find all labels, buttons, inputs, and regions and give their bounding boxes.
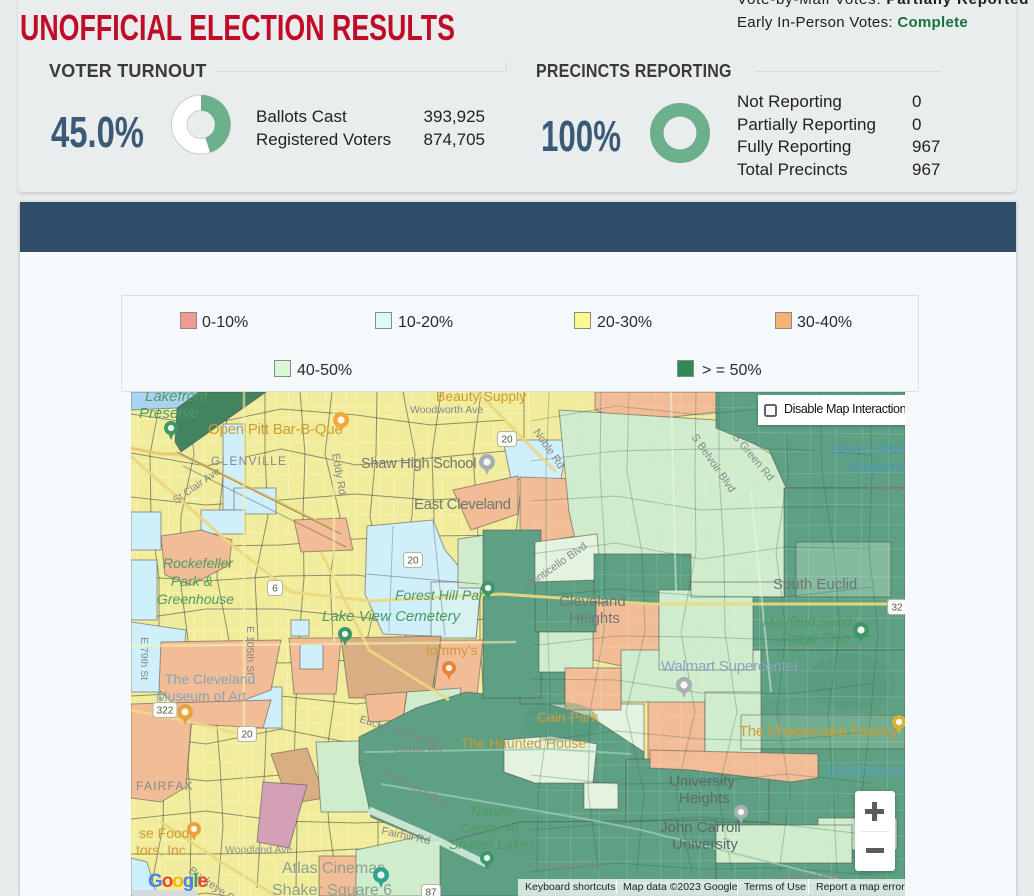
svg-text:20: 20 xyxy=(241,730,253,741)
svg-text:East Cleveland: East Cleveland xyxy=(414,496,511,513)
svg-text:87: 87 xyxy=(425,888,437,896)
svg-text:Lake View Cemetery: Lake View Cemetery xyxy=(322,608,462,625)
svg-text:Park &: Park & xyxy=(171,573,213,589)
svg-text:Wilson M: Wilson M xyxy=(849,459,905,476)
svg-text:tors, Inc: tors, Inc xyxy=(136,842,186,858)
svg-text:20: 20 xyxy=(407,556,419,567)
svg-text:E 79th St: E 79th St xyxy=(138,637,150,680)
svg-text:John Carroll: John Carroll xyxy=(660,819,741,836)
svg-text:Shaw High School: Shaw High School xyxy=(361,456,476,472)
svg-text:Fairmount Blvd: Fairmount Blvd xyxy=(530,860,601,872)
svg-text:32: 32 xyxy=(891,603,903,614)
svg-text:Mayfield Sand: Mayfield Sand xyxy=(763,613,853,629)
svg-text:Rockefeller: Rockefeller xyxy=(163,555,234,571)
svg-text:University: University xyxy=(672,836,738,853)
svg-text:6: 6 xyxy=(272,584,278,595)
svg-text:Cain Park: Cain Park xyxy=(537,709,599,725)
svg-text:Preserve: Preserve xyxy=(139,405,199,422)
svg-text:Heights: Heights xyxy=(569,610,620,627)
svg-text:Heights: Heights xyxy=(679,790,730,807)
svg-text:Cleveland: Cleveland xyxy=(559,593,626,610)
svg-text:Cedar Rd: Cedar Rd xyxy=(395,744,442,756)
svg-text:322: 322 xyxy=(157,706,174,717)
svg-text:Woodworth Ave: Woodworth Ave xyxy=(410,404,483,416)
svg-text:Dave's Mark: Dave's Mark xyxy=(831,441,905,458)
svg-text:FAIRFAX: FAIRFAX xyxy=(136,779,194,793)
svg-text:University: University xyxy=(669,773,735,790)
svg-text:GLENVILLE: GLENVILLE xyxy=(211,454,287,468)
svg-text:Center At: Center At xyxy=(460,820,520,836)
svg-text:Walmart Supercenter: Walmart Supercenter xyxy=(661,658,799,675)
svg-text:Beauty Supply: Beauty Supply xyxy=(436,392,526,404)
svg-text:Atlas Cinemas: Atlas Cinemas xyxy=(282,860,385,877)
svg-text:Museum of Art: Museum of Art xyxy=(156,688,246,704)
svg-text:tommy's: tommy's xyxy=(426,642,478,658)
svg-text:South Euclid: South Euclid xyxy=(773,576,857,593)
svg-text:The Haunted House: The Haunted House xyxy=(461,735,587,751)
svg-text:Lakefront: Lakefront xyxy=(145,392,208,405)
svg-text:Nature: Nature xyxy=(471,803,513,819)
svg-text:Shaker Square 6: Shaker Square 6 xyxy=(272,882,392,896)
svg-text:The Cleveland: The Cleveland xyxy=(165,671,255,687)
svg-text:Greenhouse: Greenhouse xyxy=(157,591,234,607)
svg-text:E 105th St: E 105th St xyxy=(244,626,256,675)
svg-text:Forest Hill Park: Forest Hill Park xyxy=(395,587,492,603)
svg-text:Open Pitt Bar-B-Que: Open Pitt Bar-B-Que xyxy=(208,421,343,438)
svg-text:Beachwood: Beachwood xyxy=(827,762,905,779)
svg-text:The Cheesecake Factory: The Cheesecake Factory xyxy=(739,723,899,740)
svg-text:Anderso: Anderso xyxy=(867,482,905,494)
svg-text:Ridge Club: Ridge Club xyxy=(781,630,850,646)
svg-text:Shaker Lakes: Shaker Lakes xyxy=(449,836,535,852)
svg-text:se Food: se Food xyxy=(139,825,190,841)
svg-text:Woodland Ave: Woodland Ave xyxy=(225,844,292,856)
svg-text:20: 20 xyxy=(501,435,513,446)
